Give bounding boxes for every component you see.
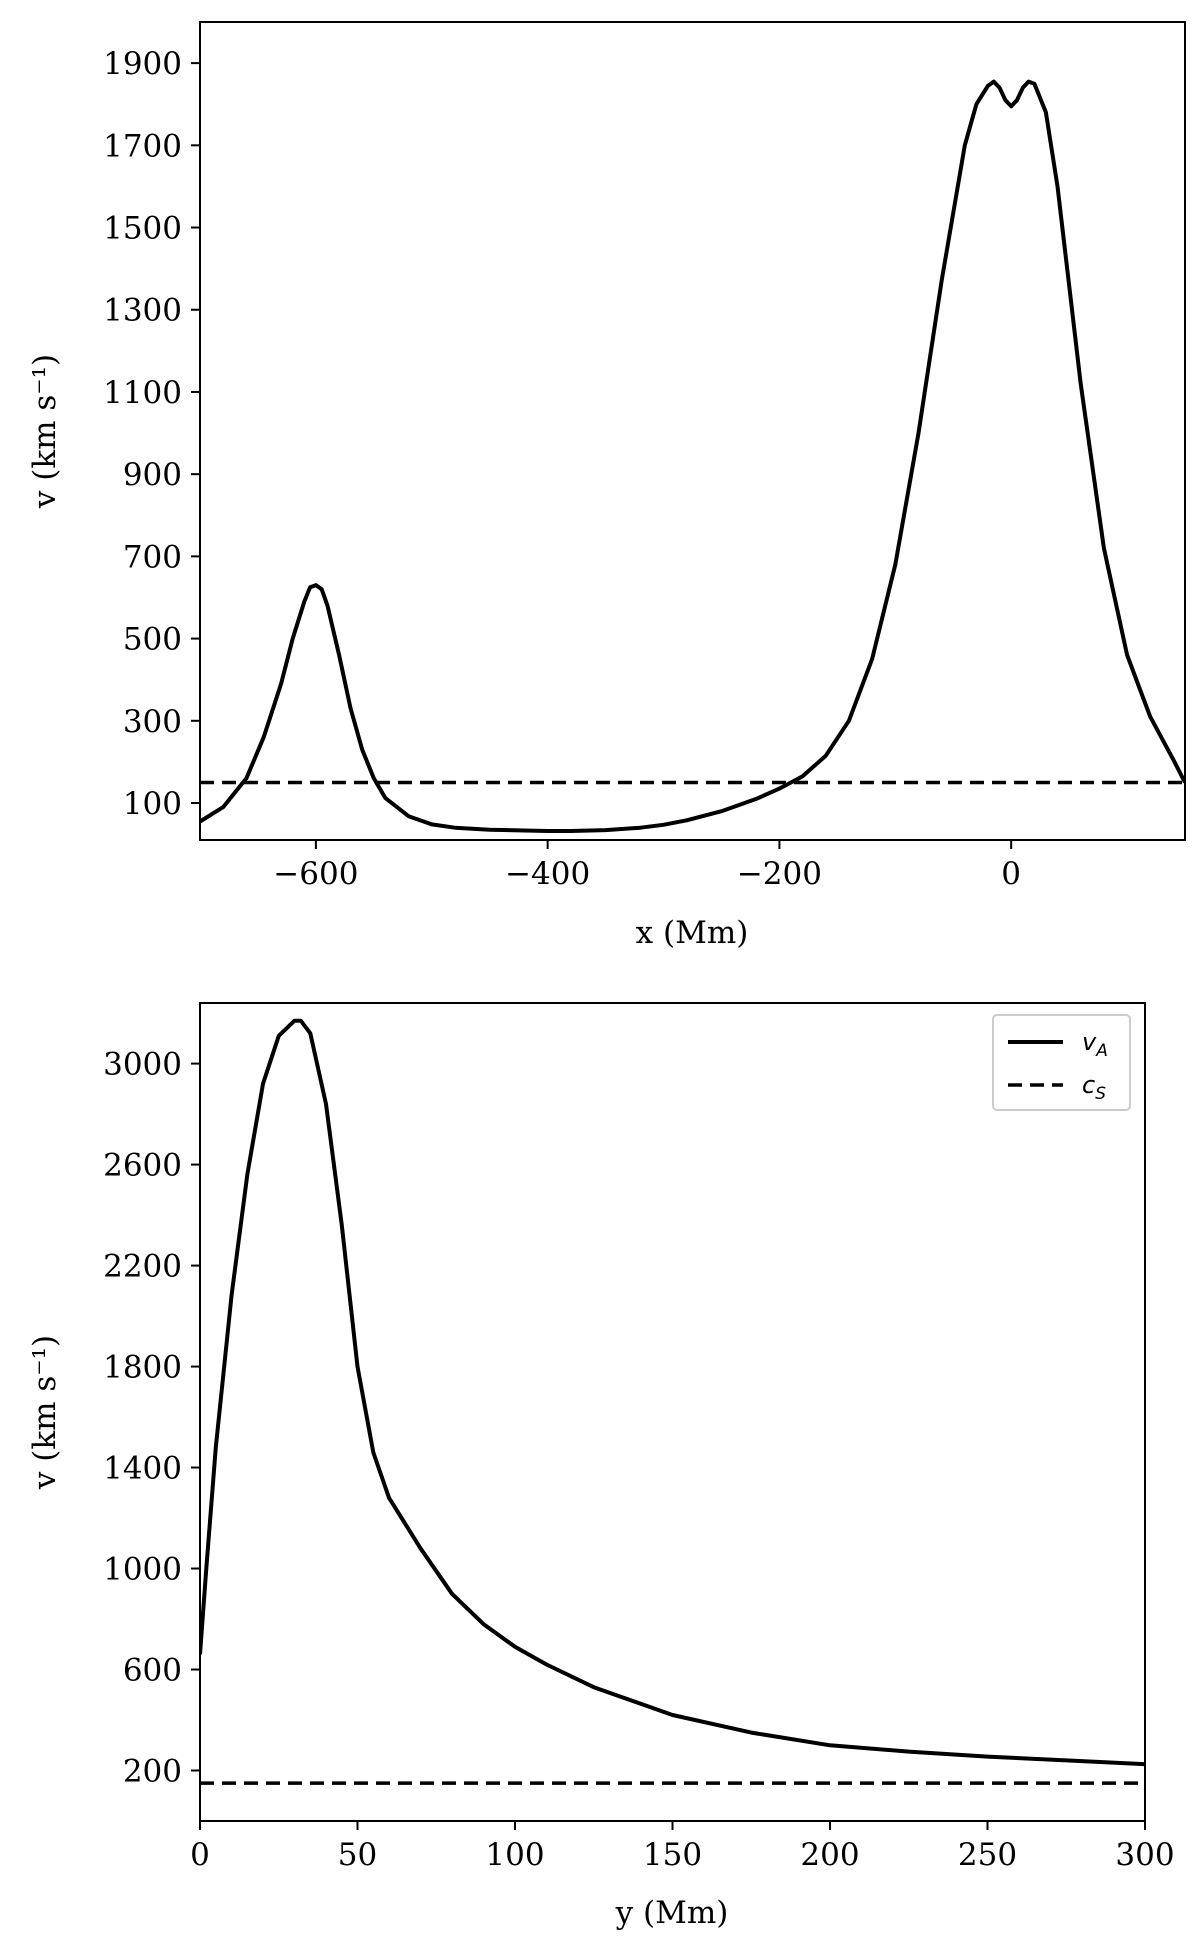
- top-panel-y-tick-label: 700: [123, 539, 182, 575]
- bottom-panel-y-tick-label: 1400: [103, 1451, 182, 1487]
- top-panel-y-tick-label: 1100: [103, 375, 182, 411]
- top-panel-x-tick-label: −600: [273, 856, 358, 892]
- bottom-panel-y-tick-label: 600: [123, 1653, 182, 1689]
- bottom-panel-x-tick-label: 0: [190, 1837, 210, 1873]
- top-panel-y-tick-label: 500: [123, 622, 182, 658]
- bottom-panel-x-tick-label: 200: [800, 1837, 859, 1873]
- top-panel-plot-marks: [200, 79, 1185, 833]
- legend-entry-cS: cS: [1082, 1071, 1106, 1104]
- top-panel-y-tick-label: 1500: [103, 211, 182, 247]
- bottom-panel-y-ticks: 200 600 1000 1400 1800 2200 2600 3000: [103, 1047, 200, 1790]
- top-panel-y-tick-label: 1900: [103, 46, 182, 82]
- top-panel-plot-frame: [199, 21, 1186, 841]
- top-panel-y-axis-label: v (km s⁻¹): [27, 354, 63, 509]
- bottom-panel: 0 50 100 150 200 250 300 200 600 1000 1400 1800 220…: [27, 1002, 1175, 1931]
- top-panel-x-tick-label: −200: [737, 856, 822, 892]
- top-panel-y-tick-label: 300: [123, 704, 182, 740]
- bottom-panel-x-tick-label: 100: [485, 1837, 544, 1873]
- top-panel-y-tick-label: 1300: [103, 293, 182, 329]
- bottom-panel-x-tick-label: 250: [958, 1837, 1017, 1873]
- bottom-panel-x-tick-label: 150: [643, 1837, 702, 1873]
- bottom-panel-plot-marks: [200, 1018, 1145, 1785]
- top-panel-x-ticks: −600 −400 −200 0: [273, 840, 1021, 892]
- top-panel-y-ticks: 100 300 500 700 900 1100 1300 1500 1700 1900: [103, 46, 200, 822]
- bottom-panel-y-tick-label: 1800: [103, 1350, 182, 1386]
- bottom-panel-y-tick-label: 1000: [103, 1552, 182, 1588]
- bottom-panel-x-axis-label: y (Mm): [615, 1895, 729, 1931]
- bottom-panel-x-ticks: 0 50 100 150 200 250 300: [190, 1821, 1175, 1873]
- bottom-panel-y-tick-label: 200: [123, 1754, 182, 1790]
- top-panel-x-tick-label: 0: [1001, 856, 1021, 892]
- top-panel-y-tick-label: 900: [123, 457, 182, 493]
- top-panel-x-tick-label: −400: [505, 856, 590, 892]
- bottom-panel-y-tick-label: 2200: [103, 1249, 182, 1285]
- legend-box: [992, 1014, 1131, 1111]
- legend-entry-vA: vA: [1082, 1028, 1108, 1061]
- bottom-panel-x-tick-label: 50: [338, 1837, 377, 1873]
- bottom-panel-y-axis-label: v (km s⁻¹): [27, 1335, 63, 1490]
- top-panel: −600 −400 −200 0 100 300 500 700 900 1100 1300 150…: [27, 21, 1186, 951]
- bottom-panel-y-tick-label: 3000: [103, 1047, 182, 1083]
- top-panel-y-tick-label: 100: [123, 786, 182, 822]
- legend: vA cS: [992, 1014, 1131, 1111]
- top-panel-x-axis-label: x (Mm): [636, 915, 749, 951]
- top-panel-y-tick-label: 1700: [103, 128, 182, 164]
- bottom-panel-x-tick-label: 300: [1115, 1837, 1174, 1873]
- bottom-panel-series-solid-line: [200, 1018, 1145, 1767]
- bottom-panel-plot-frame: [199, 1002, 1146, 1822]
- bottom-panel-y-tick-label: 2600: [103, 1148, 182, 1184]
- top-panel-series-solid-line: [200, 79, 1185, 833]
